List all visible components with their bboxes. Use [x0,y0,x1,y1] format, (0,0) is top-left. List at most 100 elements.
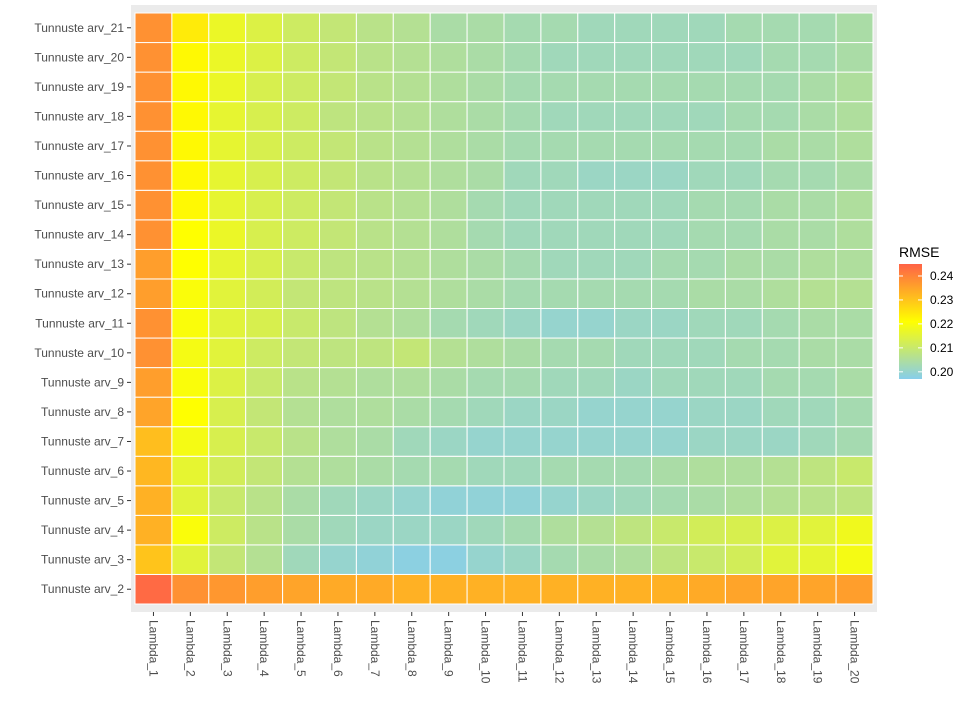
heatmap-tile [688,71,726,103]
heatmap-tile [614,455,653,487]
heatmap-tile [282,514,321,546]
heatmap-tile [761,367,800,398]
heatmap-tile [208,396,247,428]
heatmap-tile [466,514,505,546]
heatmap-tile [503,396,542,428]
heatmap-tile [466,160,505,191]
heatmap-tile [355,130,394,162]
heatmap-tile [355,71,394,103]
heatmap-tile [392,337,431,369]
heatmap-tile [724,573,763,605]
heatmap-tile [540,455,579,487]
heatmap-tile [208,189,247,221]
heatmap-tile [761,71,800,103]
heatmap-tile [651,248,689,280]
heatmap-tile [466,396,505,428]
heatmap-tile [355,573,394,605]
heatmap-tile [355,367,394,398]
heatmap-tile [688,367,726,398]
heatmap-tile [835,573,874,605]
heatmap-tile [761,544,800,575]
heatmap-tile [835,71,874,103]
heatmap-tile [651,130,689,162]
heatmap-tile [798,219,837,250]
heatmap-tile [614,514,653,546]
heatmap-tile [208,219,247,250]
heatmap-tile [577,544,616,575]
x-tick-label: Lambda_9 [442,620,456,677]
heatmap-tile [503,278,542,310]
heatmap-tile [429,455,468,487]
heatmap-tile [503,42,542,73]
heatmap-tile [540,160,579,191]
heatmap-tile [429,308,468,339]
heatmap-tile [282,573,321,605]
heatmap-tile [466,101,505,132]
heatmap-tile [688,130,726,162]
heatmap-tile [835,130,874,162]
heatmap-tile [761,160,800,191]
heatmap-tile [503,130,542,162]
x-tick-label: Lambda_14 [626,620,640,684]
heatmap-tile [466,485,505,516]
heatmap-tile [577,189,616,221]
heatmap-tile [614,396,653,428]
heatmap-tile [171,71,210,103]
heatmap-tile [577,337,616,369]
heatmap-tile [577,219,616,250]
heatmap-tile [392,101,431,132]
heatmap-tile [798,189,837,221]
heatmap-tile [319,248,357,280]
heatmap-tile [651,160,689,191]
heatmap-tile [282,160,321,191]
heatmap-tile [503,219,542,250]
heatmap-tile [761,189,800,221]
heatmap-tile [540,485,579,516]
heatmap-tile [614,573,653,605]
heatmap-tile [134,160,173,191]
heatmap-tile [688,219,726,250]
heatmap-tile [466,455,505,487]
heatmap-tile [724,308,763,339]
legend-colorbar [899,264,922,379]
heatmap-tile [614,367,653,398]
heatmap-tile [392,455,431,487]
heatmap-tile [688,337,726,369]
heatmap-tile [319,455,357,487]
heatmap-tile [724,278,763,310]
heatmap-tile [171,337,210,369]
heatmap-tile [688,12,726,44]
heatmap-tile [208,426,247,457]
heatmap-tile [688,455,726,487]
heatmap-tile [835,367,874,398]
heatmap-tile [134,337,173,369]
y-tick-label: Tunnuste arv_17 [34,139,124,153]
heatmap-tile [577,42,616,73]
heatmap-tile [503,455,542,487]
heatmap-tile [577,308,616,339]
x-tick-label: Lambda_8 [405,620,419,677]
heatmap-tile [577,455,616,487]
x-tick-label: Lambda_13 [589,620,603,684]
heatmap-tile [503,12,542,44]
heatmap-tile [466,130,505,162]
heatmap-tile [761,426,800,457]
heatmap-tile [577,573,616,605]
heatmap-tile [319,514,357,546]
heatmap-tile [798,367,837,398]
heatmap-tile [614,219,653,250]
heatmap-tile [466,189,505,221]
heatmap-tile [355,308,394,339]
heatmap-tile [134,219,173,250]
heatmap-tile [429,485,468,516]
x-tick-label: Lambda_3 [220,620,234,677]
heatmap-tile [835,42,874,73]
heatmap-tile [503,514,542,546]
heatmap-tile [761,219,800,250]
heatmap-tile [392,130,431,162]
heatmap-tile [392,514,431,546]
heatmap-tile [835,544,874,575]
heatmap-tile [466,573,505,605]
heatmap-tile [835,101,874,132]
heatmap-tile [614,248,653,280]
